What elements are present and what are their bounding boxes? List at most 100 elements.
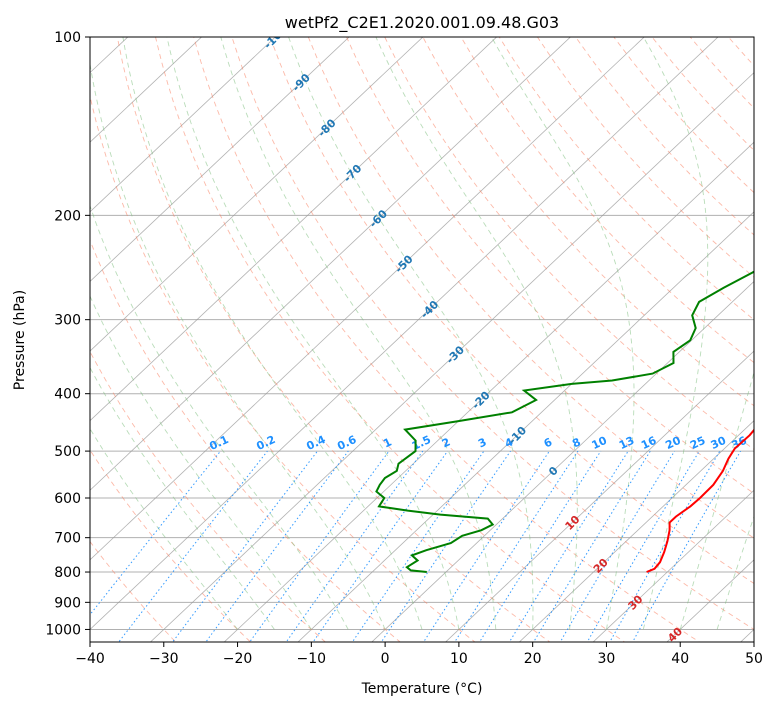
mixing-ratio-line — [312, 450, 449, 642]
moist-adiabat — [288, 37, 534, 630]
mixing-ratio-label: 10 — [590, 434, 610, 452]
isotherm-line — [297, 211, 754, 642]
mixing-ratio-label: 30 — [709, 434, 729, 452]
dry-adiabat — [90, 93, 476, 642]
dry-adiabat — [269, 37, 754, 584]
x-axis-label: Temperature (°C) — [361, 681, 483, 697]
mixing-ratio-label: 2 — [440, 435, 452, 450]
y-tick-label: 100 — [54, 30, 81, 46]
moist-adiabat — [90, 427, 238, 630]
mixing-ratio-line — [559, 450, 676, 642]
mixing-ratio-line — [508, 450, 629, 642]
dry-adiabat — [90, 350, 326, 642]
mixing-ratio-label: 13 — [617, 434, 636, 452]
moist-adiabat — [90, 204, 349, 630]
dry-adiabat — [90, 540, 177, 642]
dry-adiabat — [613, 37, 754, 194]
mixing-ratio-line — [478, 450, 602, 642]
isotherm-line — [666, 559, 754, 642]
dry-adiabat — [767, 37, 775, 654]
x-tick-label: 40 — [671, 651, 689, 667]
background-lines — [0, 24, 775, 654]
mixing-ratio-line — [285, 450, 424, 642]
dry-adiabat — [193, 37, 701, 642]
dry-adiabat — [90, 239, 401, 642]
x-tick-label: 20 — [524, 651, 542, 667]
moist-adiabat — [122, 37, 423, 630]
dry-adiabat — [384, 37, 754, 450]
isotherm-line — [592, 489, 754, 642]
moist-adiabat — [90, 61, 386, 630]
isotherm-line — [90, 37, 498, 422]
x-tick-label: 50 — [745, 651, 763, 667]
x-tick-label: 0 — [381, 651, 390, 667]
mixing-ratio-label: 20 — [663, 434, 683, 452]
dry-adiabat — [307, 37, 754, 539]
dry-adiabat — [346, 37, 754, 495]
mixing-ratio-label: 6 — [542, 435, 555, 450]
mixing-ratio-line — [586, 450, 700, 642]
x-axis: −40 −30 −20 −10 0 10 20 30 40 50 — [75, 642, 763, 667]
mixing-ratio-line — [454, 450, 579, 642]
isotherm-line — [149, 72, 754, 642]
moist-adiabat — [491, 37, 635, 630]
dry-adiabat — [231, 37, 754, 630]
mixing-ratio-label: 0.6 — [335, 433, 358, 453]
dry-adiabat — [155, 37, 626, 642]
mixing-ratio-label: 0.2 — [254, 433, 277, 453]
moist-adiabat — [90, 295, 312, 630]
moist-adiabat — [716, 515, 754, 630]
isoline-labels: 0.1 0.2 0.4 0.6 1 1.5 2 3 4 6 8 10 13 16 20 25 30 36-100-… — [207, 37, 749, 642]
mixing-ratio-label: 3 — [476, 435, 488, 450]
mixing-ratio-line — [249, 450, 390, 642]
y-tick-label: 300 — [54, 313, 81, 329]
moist-adiabat — [220, 37, 497, 630]
dry-adiabat — [727, 37, 754, 67]
dry-adiabat — [537, 37, 754, 278]
mixing-ratio-label: 1.5 — [410, 433, 433, 453]
mixing-ratio-line — [118, 450, 268, 642]
y-tick-label: 900 — [54, 595, 81, 611]
y-axis-label: Pressure (hPa) — [12, 290, 28, 390]
mixing-ratio-label: 8 — [570, 435, 582, 450]
isotherm-line — [223, 141, 754, 642]
dry-adiabat — [651, 37, 754, 151]
isotherm-line — [90, 37, 424, 352]
isotherm-line — [90, 37, 276, 213]
mixing-ratio-line — [380, 450, 511, 642]
isotherm-line — [740, 628, 754, 642]
mixing-ratio-label: 16 — [639, 434, 659, 452]
y-tick-label: 500 — [54, 444, 81, 460]
moist-adiabat — [90, 366, 275, 630]
mixing-ratio-label: 25 — [688, 434, 707, 452]
y-tick-label: 800 — [54, 565, 81, 581]
y-tick-label: 600 — [54, 491, 81, 507]
y-tick-label: 700 — [54, 531, 81, 547]
x-tick-label: 30 — [598, 651, 616, 667]
dry-adiabat — [90, 449, 252, 642]
isotherm-line — [371, 280, 754, 642]
isotherm-line — [90, 37, 572, 491]
mixing-ratio-line — [632, 450, 742, 642]
y-tick-label: 400 — [54, 387, 81, 403]
y-tick-label: 1000 — [45, 622, 81, 638]
dry-adiabat — [460, 37, 754, 364]
isotherm-line — [0, 24, 68, 654]
isotherm-line — [90, 37, 203, 143]
dry-adiabat — [116, 37, 551, 642]
plot-frame — [89, 36, 755, 643]
mixing-ratio-label: 0.1 — [207, 433, 230, 453]
chart-title: wetPf2_C2E1.2020.001.09.48.G03 — [285, 13, 559, 33]
isotherm-line — [90, 37, 719, 630]
isotherm-line — [90, 37, 350, 282]
isotherm-line — [444, 350, 754, 642]
isotherm-line — [518, 420, 754, 642]
mixing-ratio-label: 1 — [381, 435, 393, 450]
x-tick-label: −10 — [297, 651, 327, 667]
mixing-ratio-line — [351, 450, 485, 642]
mixing-ratio-line — [171, 450, 318, 642]
moist-adiabat — [642, 37, 709, 630]
dewpoint-profile — [375, 270, 754, 573]
x-tick-label: −40 — [75, 651, 105, 667]
